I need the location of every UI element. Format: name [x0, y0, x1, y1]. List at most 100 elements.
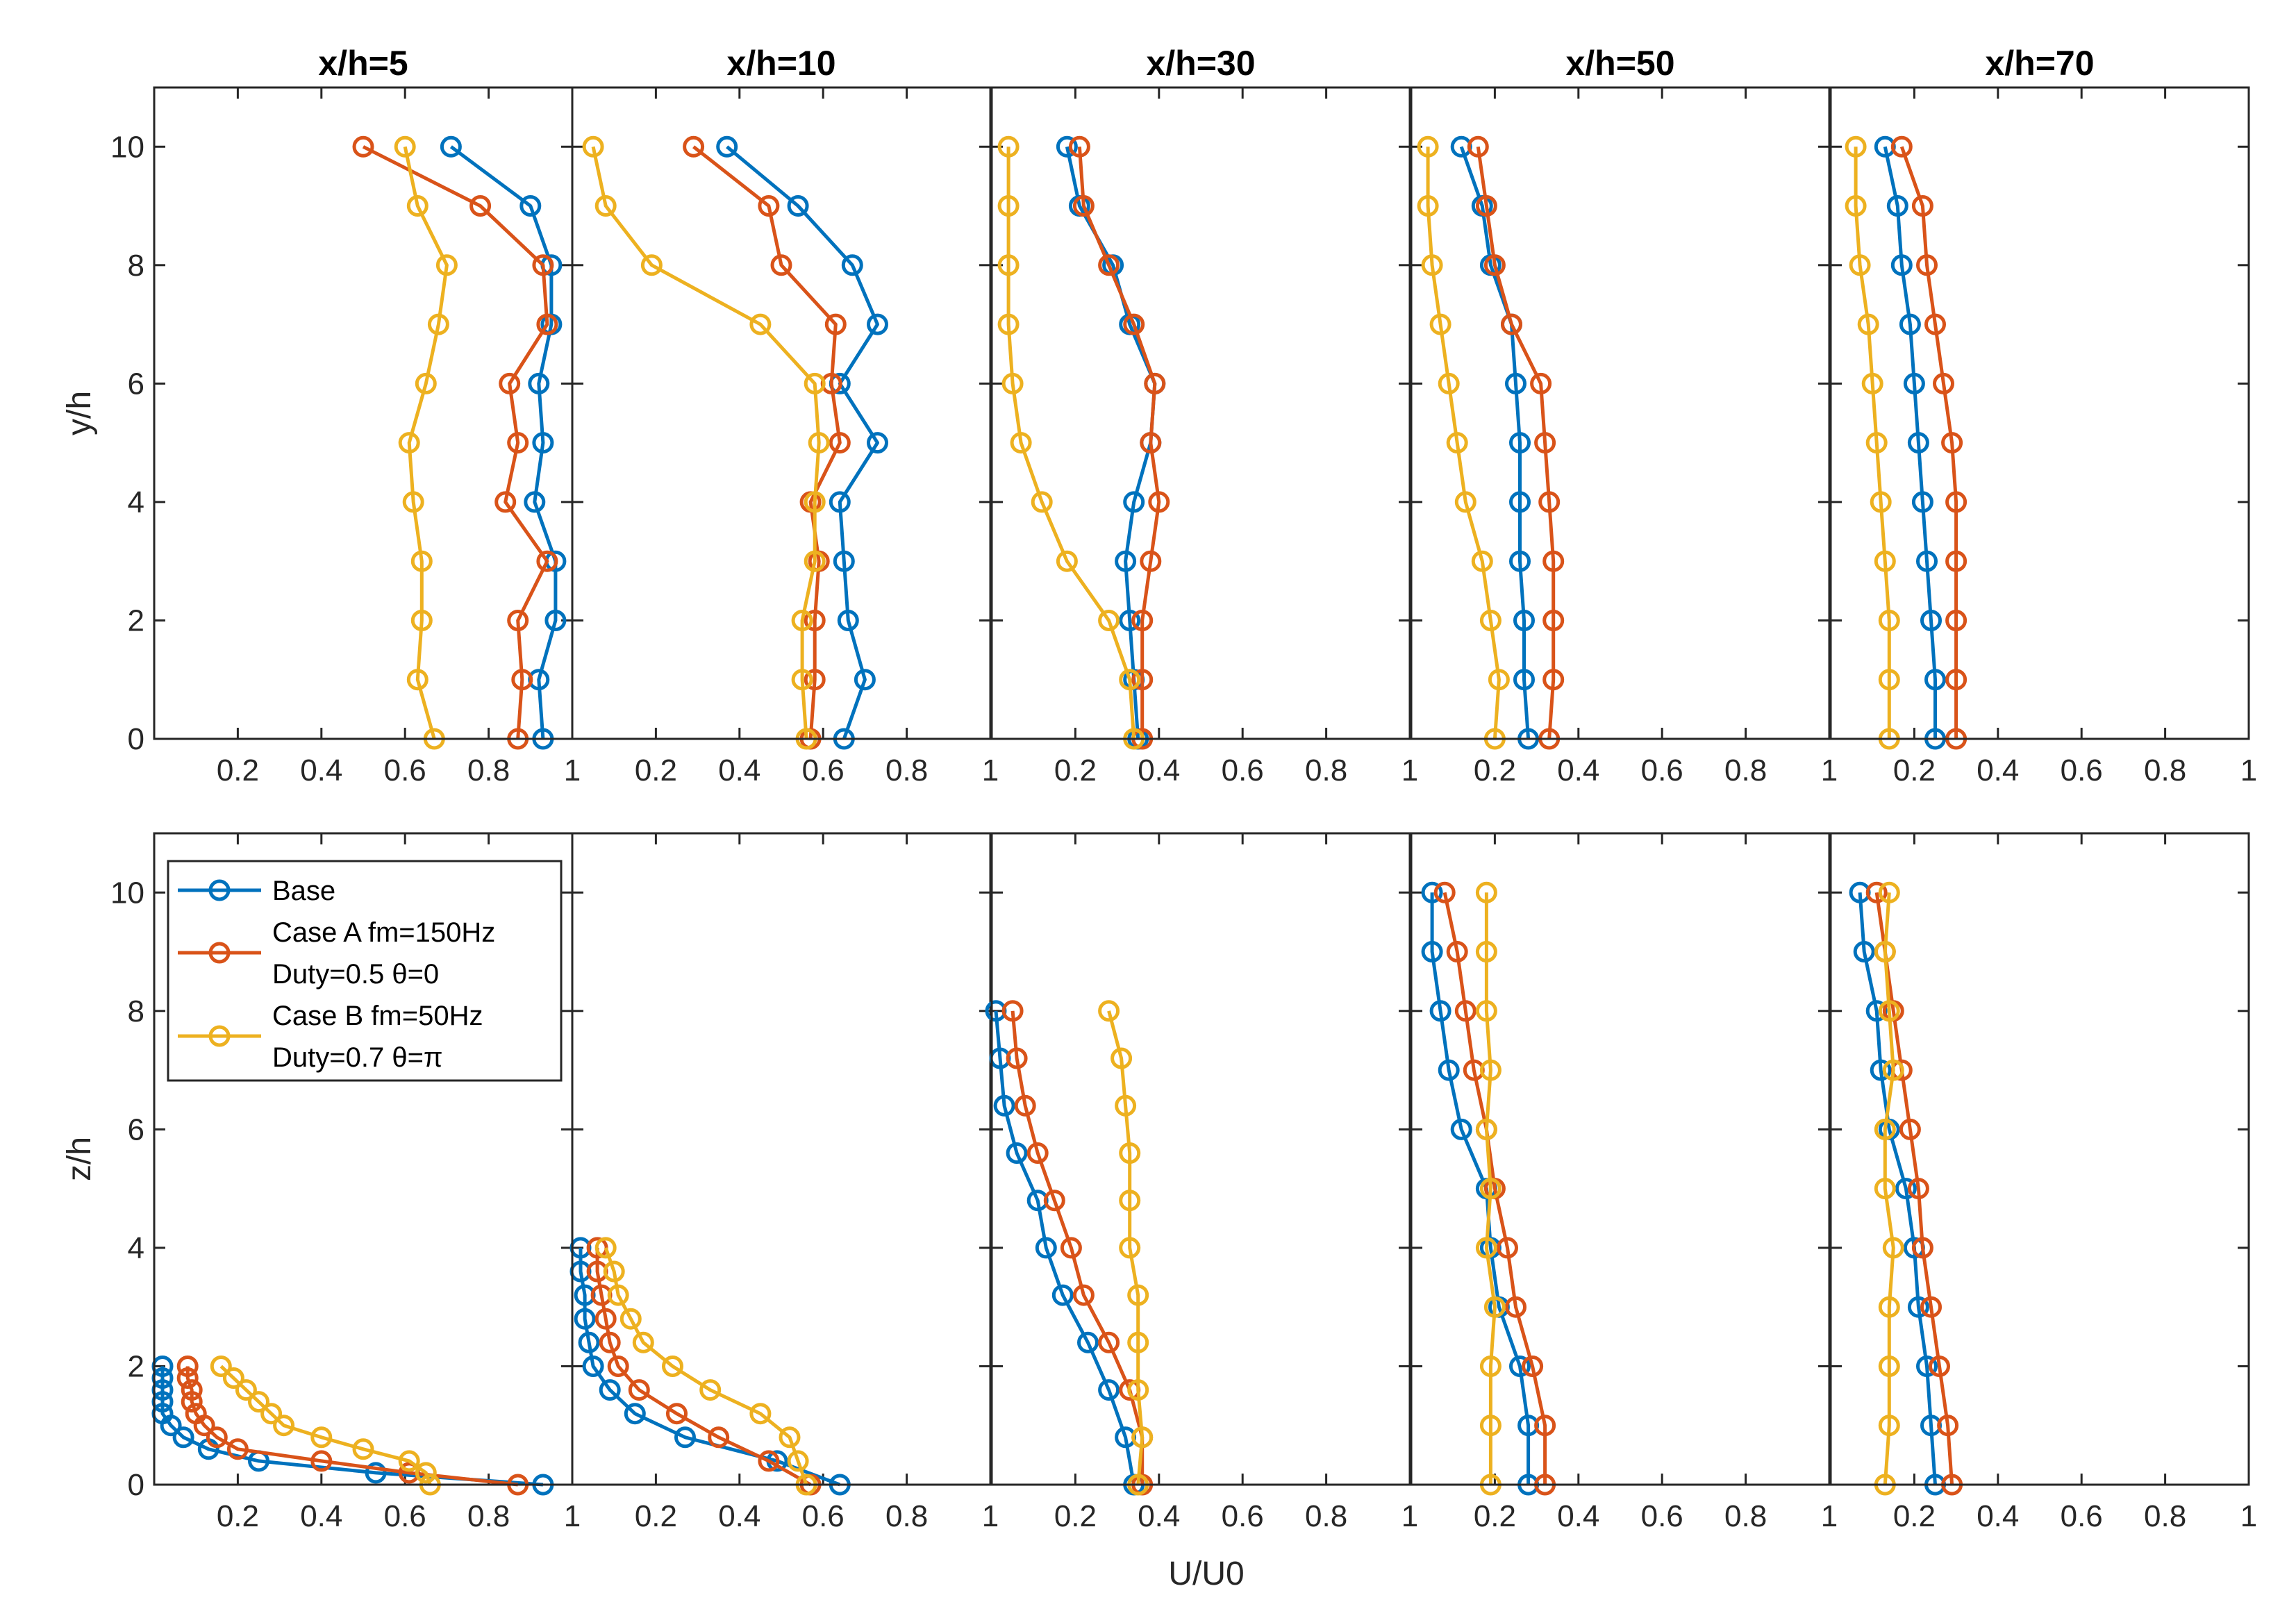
- data-point-case-a: [1060, 1237, 1082, 1259]
- panel-title: x/h=50: [1565, 44, 1674, 83]
- data-point-base: [599, 1379, 621, 1401]
- x-tick-label: 0.8: [1305, 753, 1347, 787]
- data-point-case-b: [406, 195, 429, 217]
- x-tick-label: 0.6: [2061, 1499, 2103, 1533]
- data-point-case-b: [1127, 1379, 1149, 1401]
- data-point-base: [1916, 550, 1938, 572]
- data-point-case-b: [603, 1260, 625, 1283]
- legend-label-base: Base: [272, 876, 335, 906]
- data-point-case-a: [1933, 372, 1954, 394]
- data-point-case-b: [787, 1450, 809, 1472]
- data-point-base: [867, 313, 888, 335]
- data-point-case-a: [829, 432, 851, 454]
- data-point-case-a: [185, 1403, 207, 1425]
- data-point-case-a: [770, 254, 792, 276]
- data-point-case-b: [791, 610, 813, 631]
- data-point-case-b: [1056, 550, 1078, 572]
- data-point-case-b: [1874, 941, 1896, 962]
- legend-marker-case-b: [208, 1025, 231, 1047]
- data-point-case-a: [1911, 195, 1933, 217]
- data-point-case-b: [1845, 135, 1867, 158]
- data-point-case-a: [1140, 432, 1162, 454]
- data-point-base: [1509, 491, 1531, 513]
- data-point-case-a: [1941, 432, 1963, 454]
- data-point-case-b: [1849, 254, 1871, 276]
- x-tick-label: 0.8: [467, 753, 510, 787]
- panel-frame: [990, 832, 1411, 1486]
- data-point-case-a: [683, 135, 705, 158]
- data-point-case-b: [310, 1426, 333, 1449]
- data-point-case-b: [1010, 432, 1032, 454]
- series-line-case-a: [362, 145, 549, 740]
- x-tick-label: 0.2: [1474, 1499, 1516, 1533]
- data-point-case-a: [824, 313, 847, 335]
- data-point-case-b: [402, 491, 424, 513]
- x-tick-label: 1: [1821, 753, 1838, 787]
- panel-frame: [1829, 832, 2250, 1486]
- data-point-case-a: [1131, 669, 1154, 691]
- data-point-case-a: [1131, 610, 1154, 631]
- data-point-case-b: [594, 1237, 617, 1259]
- data-point-case-b: [1857, 313, 1879, 335]
- data-point-case-b: [1098, 610, 1120, 631]
- data-point-case-a: [804, 669, 826, 691]
- data-point-case-a: [1043, 1190, 1065, 1212]
- data-point-base: [582, 1356, 604, 1377]
- data-point-case-b: [1878, 1415, 1900, 1437]
- x-tick-label: 0.8: [2144, 753, 2186, 787]
- data-point-base: [1899, 313, 1921, 335]
- data-point-case-a: [1001, 1000, 1024, 1022]
- panel-r1-c4: x/h=50 0.2 0.4 0.6 0.8 1: [1410, 44, 1838, 787]
- data-point-case-a: [1123, 313, 1145, 335]
- data-point-case-b: [1878, 1000, 1900, 1022]
- data-point-base: [172, 1426, 194, 1449]
- data-point-case-a: [507, 432, 529, 454]
- data-point-case-a: [511, 669, 533, 691]
- data-point-base: [1123, 491, 1145, 513]
- data-point-case-a: [1006, 1047, 1028, 1069]
- data-point-case-b: [235, 1379, 257, 1401]
- legend-label-case-b-line1: Case B fm=50Hz: [272, 1001, 483, 1031]
- x-tick-label: 0.2: [635, 1499, 677, 1533]
- data-point-case-b: [619, 1308, 642, 1330]
- data-point-base: [867, 432, 888, 454]
- panel-r1-c3: x/h=30 0.2 0.4 0.6 0.8 1: [990, 44, 1418, 787]
- data-point-case-b: [808, 432, 830, 454]
- data-point-case-a: [176, 1367, 199, 1389]
- data-point-base: [1119, 610, 1141, 631]
- data-point-case-a: [666, 1403, 688, 1425]
- data-point-case-a: [181, 1391, 203, 1413]
- series-line-case-a: [1899, 146, 1958, 739]
- series-line-base: [1883, 146, 1937, 739]
- x-tick-label: 0.8: [2144, 1499, 2186, 1533]
- y-tick-label: 10: [110, 876, 144, 910]
- data-point-base: [1907, 1296, 1929, 1318]
- x-tick-label: 0.4: [1557, 753, 1599, 787]
- data-point-case-b: [804, 491, 826, 513]
- x-tick-label: 0.2: [635, 753, 677, 787]
- data-point-case-b: [210, 1356, 232, 1377]
- series-case-b: [1874, 881, 1904, 1496]
- legend-entry-base: Base: [178, 876, 335, 906]
- data-point-base: [1853, 941, 1875, 962]
- data-point-base: [624, 1403, 646, 1425]
- data-point-case-b: [1429, 313, 1451, 335]
- data-point-case-b: [1446, 432, 1468, 454]
- data-point-base: [833, 550, 855, 572]
- series-line-case-b: [591, 146, 821, 740]
- x-tick-label: 0.6: [802, 753, 845, 787]
- data-point-base: [1509, 1356, 1531, 1377]
- data-point-case-b: [1001, 372, 1024, 394]
- data-point-base: [829, 491, 851, 513]
- data-point-case-b: [582, 135, 604, 158]
- data-point-case-b: [435, 254, 458, 276]
- data-point-case-b: [410, 550, 433, 572]
- data-point-case-b: [640, 254, 663, 276]
- series-line-case-b: [1883, 892, 1895, 1485]
- x-tick-label: 0.2: [1054, 753, 1097, 787]
- data-point-base: [544, 610, 567, 631]
- panel-title: x/h=10: [726, 44, 835, 83]
- data-point-case-b: [594, 195, 617, 217]
- series-case-a: [1068, 135, 1170, 750]
- data-point-case-a: [1497, 1237, 1518, 1259]
